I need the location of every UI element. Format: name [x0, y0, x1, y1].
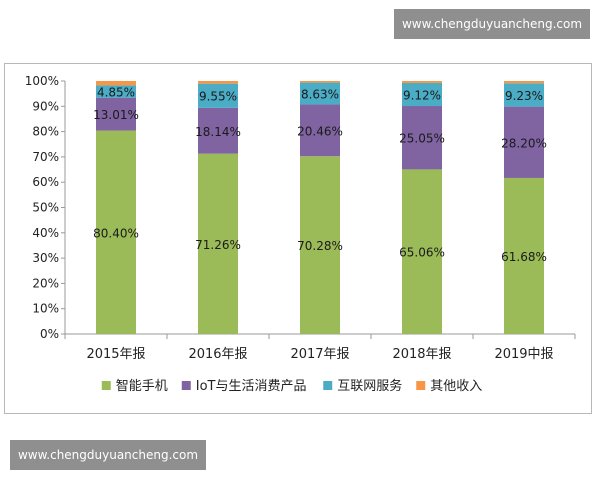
bar-segment: [96, 97, 136, 131]
data-label: 28.20%: [501, 136, 547, 150]
legend-swatch: [416, 381, 426, 390]
data-label: 25.05%: [399, 132, 445, 146]
legend-label: 互联网服务: [337, 378, 402, 394]
stacked-bar-chart: 0% 10% 20% 30% 40% 50% 60% 70% 80% 90% 100% 80.40% 1…: [25, 74, 576, 394]
bar-segment: [300, 81, 340, 83]
bar-segment: [402, 106, 442, 170]
legend-swatch: [181, 381, 191, 390]
bar-segment: [402, 169, 442, 334]
bar-segment: [300, 104, 340, 157]
bar-segment: [504, 106, 544, 178]
data-label: 65.06%: [399, 246, 445, 260]
data-label: 8.63%: [301, 88, 339, 102]
bar-segment: [402, 81, 442, 83]
bar-segment: [504, 83, 544, 107]
y-tick-label: 0%: [40, 327, 59, 341]
y-tick-label: 90%: [32, 99, 59, 113]
data-label: 71.26%: [195, 238, 241, 252]
y-tick-label: 40%: [32, 226, 59, 240]
watermark-bottom: www.chengduyuancheng.com: [10, 440, 206, 470]
data-label: 9.23%: [505, 89, 543, 103]
chart-frame: 0% 10% 20% 30% 40% 50% 60% 70% 80% 90% 100% 80.40% 1…: [4, 63, 592, 414]
bar-segment: [300, 82, 340, 105]
bar-segment: [198, 83, 238, 108]
data-label: 20.46%: [297, 124, 343, 138]
data-label: 4.85%: [97, 86, 135, 100]
x-tick-label: 2015年报: [86, 347, 145, 362]
bar-segment: [198, 107, 238, 154]
x-tick-label: 2019中报: [494, 347, 553, 362]
y-tick-label: 80%: [32, 125, 59, 139]
data-label: 70.28%: [297, 239, 343, 253]
legend-label: IoT与生活消费产品: [196, 379, 307, 394]
bar-segment: [504, 177, 544, 334]
bar-segment: [96, 85, 136, 98]
watermark-top: www.chengduyuancheng.com: [394, 9, 590, 39]
bar-segment: [402, 82, 442, 107]
y-tick-label: 50%: [32, 201, 59, 215]
y-tick-label: 10%: [32, 302, 59, 316]
bar-segment: [504, 81, 544, 84]
x-tick-label: 2017年报: [290, 347, 349, 362]
y-tick-label: 60%: [32, 175, 59, 189]
legend-swatch: [101, 381, 111, 390]
bar-segment: [198, 81, 238, 84]
y-tick-label: 100%: [25, 74, 59, 88]
legend-label: 智能手机: [116, 379, 168, 394]
y-tick-label: 70%: [32, 150, 59, 164]
bar-segment: [300, 156, 340, 334]
y-tick-label: 20%: [32, 276, 59, 290]
x-tick-label: 2018年报: [392, 347, 451, 362]
data-label: 9.12%: [403, 88, 441, 102]
data-label: 18.14%: [195, 125, 241, 139]
bar-segment: [96, 130, 136, 334]
y-tick-label: 30%: [32, 251, 59, 265]
data-label: 13.01%: [93, 108, 139, 122]
data-label: 9.55%: [199, 90, 237, 104]
data-label: 80.40%: [93, 226, 139, 240]
x-tick-label: 2016年报: [188, 347, 247, 362]
legend-swatch: [323, 381, 333, 390]
bar-segment: [96, 81, 136, 86]
bar-segment: [198, 153, 238, 334]
data-label: 61.68%: [501, 250, 547, 264]
legend-label: 其他收入: [430, 379, 482, 394]
